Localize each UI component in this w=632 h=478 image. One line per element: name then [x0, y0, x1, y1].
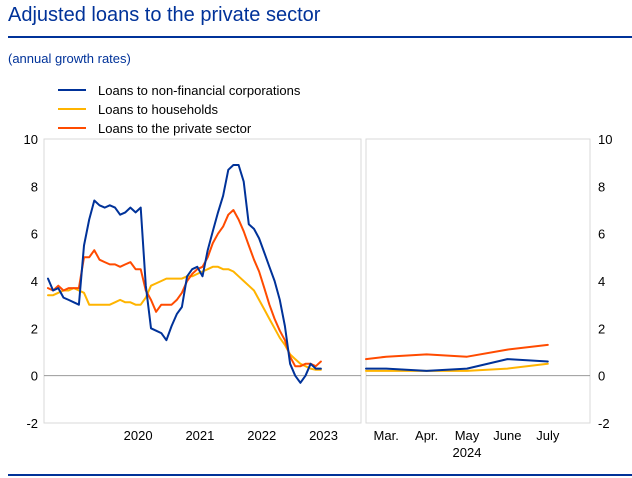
y-tick-left: 6	[31, 227, 38, 242]
series-private-line-2024	[365, 343, 549, 361]
x-tick-label: June	[493, 428, 521, 443]
chart-title: Adjusted loans to the private sector	[8, 4, 321, 26]
x-tick-label: 2021	[185, 428, 214, 443]
legend-label-households: Loans to households	[98, 102, 218, 117]
y-tick-left: -2	[26, 416, 38, 431]
y-tick-left: 0	[31, 369, 38, 384]
y-tick-left: 4	[31, 274, 38, 289]
panel-frame-0	[43, 138, 362, 424]
y-tick-right: 8	[598, 179, 605, 194]
x-tick-label: May	[455, 428, 480, 443]
y-tick-right: 6	[598, 227, 605, 242]
x-tick-label: 2020	[124, 428, 153, 443]
series-nfc-line-2024	[365, 358, 549, 372]
x-year-label: 2024	[453, 445, 482, 460]
x-tick-label: Mar.	[374, 428, 399, 443]
y-tick-right: 4	[598, 274, 605, 289]
title-rule	[8, 36, 632, 38]
y-tick-left: 10	[24, 132, 38, 147]
series-nfc-line-long-term	[47, 164, 322, 384]
panel-frame-1	[365, 138, 591, 424]
x-tick-label: July	[536, 428, 560, 443]
x-tick-label: 2023	[309, 428, 338, 443]
y-tick-right: 10	[598, 132, 612, 147]
y-tick-right: 2	[598, 321, 605, 336]
series-households-line-2024	[365, 362, 549, 372]
y-tick-right: 0	[598, 369, 605, 384]
series-households-line-long-term	[47, 265, 322, 371]
y-tick-right: -2	[598, 416, 610, 431]
x-tick-label: Apr.	[415, 428, 438, 443]
y-tick-left: 2	[31, 321, 38, 336]
y-tick-left: 8	[31, 179, 38, 194]
legend-label-nfc: Loans to non-financial corporations	[98, 83, 301, 98]
legend-label-private: Loans to the private sector	[98, 121, 252, 136]
chart-subtitle: (annual growth rates)	[8, 51, 131, 66]
bottom-rule	[8, 474, 632, 476]
x-tick-label: 2022	[247, 428, 276, 443]
